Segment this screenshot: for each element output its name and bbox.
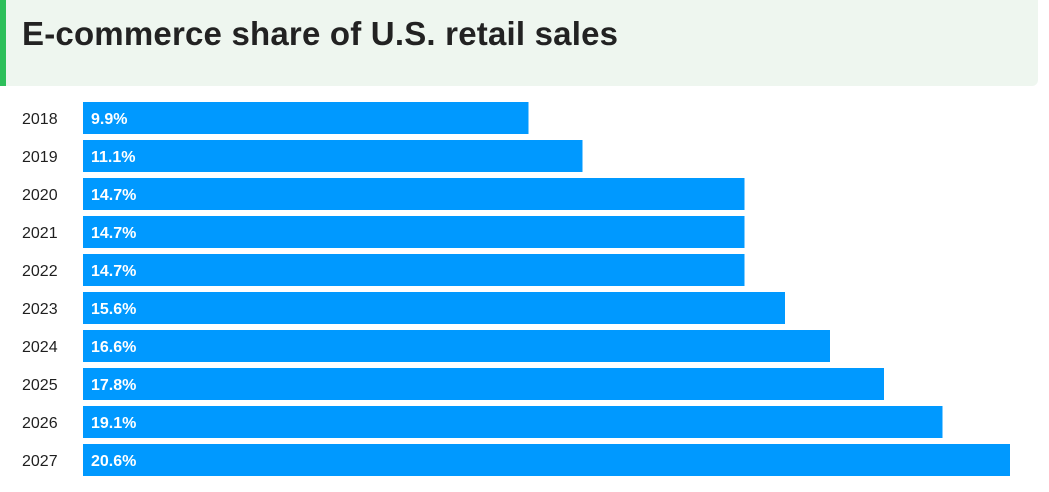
title-accent-bar <box>0 0 6 86</box>
year-label: 2027 <box>22 453 58 470</box>
bar-value-label: 19.1% <box>91 415 136 432</box>
year-label: 2023 <box>22 301 58 318</box>
year-label: 2026 <box>22 415 58 432</box>
bar-value-label: 20.6% <box>91 453 136 470</box>
year-label: 2021 <box>22 225 58 242</box>
bar-value-label: 14.7% <box>91 263 136 280</box>
bar-2021 <box>83 216 745 248</box>
bar-value-label: 15.6% <box>91 301 136 318</box>
bar-2023 <box>83 292 785 324</box>
bar-value-label: 16.6% <box>91 339 136 356</box>
year-label: 2018 <box>22 111 58 128</box>
bar-2019 <box>83 140 583 172</box>
bar-2027 <box>83 444 1010 476</box>
year-label: 2024 <box>22 339 58 356</box>
bar-2025 <box>83 368 884 400</box>
year-label: 2025 <box>22 377 58 394</box>
year-label: 2020 <box>22 187 58 204</box>
bar-value-label: 11.1% <box>91 149 135 166</box>
bar-2026 <box>83 406 943 438</box>
bar-value-label: 14.7% <box>91 187 136 204</box>
chart-title: E-commerce share of U.S. retail sales <box>22 15 619 52</box>
year-label: 2022 <box>22 263 58 280</box>
bar-value-label: 17.8% <box>91 377 136 394</box>
bar-value-label: 9.9% <box>91 111 127 128</box>
title-banner: E-commerce share of U.S. retail sales <box>0 0 1038 86</box>
bar-2018 <box>83 102 529 134</box>
year-label: 2019 <box>22 149 58 166</box>
bar-value-label: 14.7% <box>91 225 136 242</box>
bar-chart: 2018 9.9% 2019 11.1% 2020 14.7% 2021 14.7% 2022 1… <box>22 102 1010 476</box>
bar-2022 <box>83 254 745 286</box>
bar-2024 <box>83 330 830 362</box>
bar-2020 <box>83 178 745 210</box>
